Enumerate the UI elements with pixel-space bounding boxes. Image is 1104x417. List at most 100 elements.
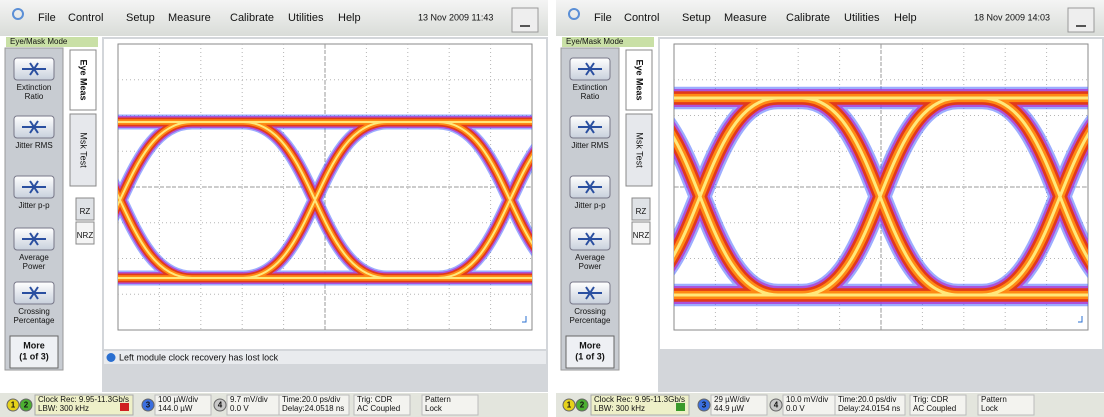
status-text: 10.0 mV/div <box>786 395 828 404</box>
channel-number: 1 <box>567 401 572 410</box>
channel-number: 4 <box>218 401 223 410</box>
status-text: 0.0 V <box>230 404 249 413</box>
measure-label: Power <box>23 262 46 271</box>
status-box[interactable] <box>278 394 350 416</box>
menu-item[interactable]: Utilities <box>288 12 324 24</box>
menu-item[interactable]: Control <box>68 12 103 24</box>
status-text: 100 µW/div <box>158 395 198 404</box>
status-box[interactable] <box>710 394 768 416</box>
status-text: AC Coupled <box>913 404 956 413</box>
eye-diagram <box>118 114 532 286</box>
marker-glyph <box>1078 316 1083 323</box>
menu-item[interactable]: Help <box>894 12 917 24</box>
status-text: Lock <box>981 404 999 413</box>
status-text: 144.0 µW <box>158 404 193 413</box>
measure-label: Extinction <box>573 83 608 92</box>
measure-label: Percentage <box>570 316 611 325</box>
channel-badge[interactable] <box>562 398 576 412</box>
side-tab-label: Msk Test <box>79 132 89 168</box>
marker-glyph <box>522 316 527 323</box>
format-button[interactable] <box>75 197 95 221</box>
channel-badge[interactable] <box>141 398 155 412</box>
info-icon <box>106 353 116 362</box>
side-tab-label: Msk Test <box>635 132 645 168</box>
menu-item[interactable]: Control <box>624 12 659 24</box>
minimize-button[interactable] <box>1067 7 1095 33</box>
clock-box[interactable] <box>34 394 134 416</box>
channel-badge[interactable] <box>19 398 33 412</box>
measure-icon <box>22 286 46 300</box>
message-bar <box>104 351 546 364</box>
status-text: Time:20.0 ps/div <box>838 395 896 404</box>
status-box[interactable] <box>353 394 411 416</box>
status-text: Delay:24.0154 ns <box>838 404 900 413</box>
channel-badge[interactable] <box>769 398 783 412</box>
sidebar <box>560 47 620 371</box>
format-button[interactable] <box>631 197 651 221</box>
menu-item[interactable]: Help <box>338 12 361 24</box>
channel-badge[interactable] <box>6 398 20 412</box>
channel-badge[interactable] <box>575 398 589 412</box>
measure-icon <box>578 286 602 300</box>
mode-label-bg <box>562 37 654 47</box>
date-time: 18 Nov 2009 14:03 <box>974 12 1050 22</box>
more-button[interactable] <box>9 335 59 369</box>
measure-icon <box>578 180 602 194</box>
date-time: 13 Nov 2009 11:43 <box>418 12 493 22</box>
status-text: Pattern <box>425 395 451 404</box>
status-text: 9.7 mV/div <box>230 395 268 404</box>
status-box[interactable] <box>977 394 1035 416</box>
minimize-button[interactable] <box>511 7 539 33</box>
menu-bar <box>0 0 548 36</box>
measure-label: Jitter RMS <box>571 141 608 150</box>
menu-item[interactable]: Measure <box>724 12 767 24</box>
side-tab[interactable] <box>69 113 97 187</box>
eye-trace <box>118 121 532 279</box>
status-text: Pattern <box>981 395 1007 404</box>
measure-label: Ratio <box>25 92 44 101</box>
status-text: Trig: CDR <box>357 395 392 404</box>
menu-item[interactable]: Calibrate <box>786 12 830 24</box>
measure-icon <box>22 180 46 194</box>
mode-label-bg <box>6 37 98 47</box>
status-box[interactable] <box>834 394 906 416</box>
status-text: LBW: 300 kHz <box>38 404 89 413</box>
clock-box[interactable] <box>590 394 690 416</box>
status-text: Time:20.0 ps/div <box>282 395 340 404</box>
status-box[interactable] <box>909 394 967 416</box>
side-tab[interactable] <box>69 49 97 111</box>
format-label: RZ <box>636 207 647 216</box>
channel-number: 4 <box>774 401 779 410</box>
menu-item[interactable]: File <box>38 12 56 24</box>
menu-item[interactable]: Setup <box>682 12 711 24</box>
status-box[interactable] <box>421 394 479 416</box>
measure-icon <box>578 62 602 76</box>
menu-item[interactable]: Utilities <box>844 12 880 24</box>
measure-label: Crossing <box>18 307 50 316</box>
side-tab-label: Eye Meas <box>79 59 89 100</box>
status-text: Clock Rec: 9.95-11.3Gb/s <box>38 395 129 404</box>
measure-icon <box>578 232 602 246</box>
menu-item[interactable]: Setup <box>126 12 155 24</box>
more-label: More <box>579 340 601 350</box>
more-button[interactable] <box>565 335 615 369</box>
measure-icon <box>22 120 46 134</box>
eye-diagram <box>674 86 1088 307</box>
side-tab[interactable] <box>625 113 653 187</box>
measure-label: Crossing <box>574 307 606 316</box>
menu-item[interactable]: Calibrate <box>230 12 274 24</box>
format-button[interactable] <box>631 221 651 245</box>
status-text: Lock <box>425 404 443 413</box>
channel-number: 2 <box>580 401 585 410</box>
status-text: Clock Rec: 9.95-11.3Gb/s <box>594 395 685 404</box>
channel-badge[interactable] <box>213 398 227 412</box>
channel-badge[interactable] <box>697 398 711 412</box>
menu-item[interactable]: Measure <box>168 12 211 24</box>
channel-number: 3 <box>702 401 707 410</box>
mode-label: Eye/Mask Mode <box>10 37 68 46</box>
side-tab[interactable] <box>625 49 653 111</box>
format-button[interactable] <box>75 221 95 245</box>
status-box[interactable] <box>154 394 212 416</box>
menu-item[interactable]: File <box>594 12 612 24</box>
